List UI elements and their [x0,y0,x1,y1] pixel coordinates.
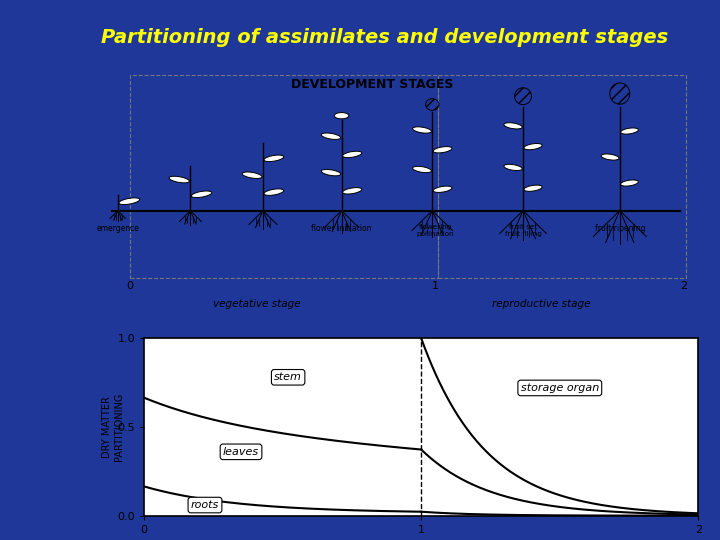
Text: storage organ: storage organ [521,383,599,393]
Ellipse shape [433,146,452,153]
Ellipse shape [343,187,362,194]
Text: DEVELOPMENT STAGES: DEVELOPMENT STAGES [291,78,453,91]
Ellipse shape [621,180,639,186]
Text: fruit set
fruit filling: fruit set fruit filling [505,224,541,237]
Text: flower initiation: flower initiation [311,224,372,233]
Ellipse shape [413,166,431,173]
Bar [438,76,686,278]
Ellipse shape [504,164,522,171]
Ellipse shape [321,170,341,176]
Ellipse shape [524,144,542,150]
Ellipse shape [264,155,284,161]
Ellipse shape [601,154,619,160]
Text: fruit ripening: fruit ripening [595,224,645,233]
Text: stem: stem [274,372,302,382]
Text: 1: 1 [432,281,438,291]
Text: emergence: emergence [96,224,139,233]
Text: flowering
pollination: flowering pollination [416,224,454,237]
Ellipse shape [524,185,542,191]
Ellipse shape [119,198,140,205]
Bar [130,76,438,278]
Text: reproductive stage: reproductive stage [492,299,590,309]
Text: vegetative stage: vegetative stage [213,299,301,309]
Y-axis label: DRY MATTER
PARTITIONING: DRY MATTER PARTITIONING [102,393,124,461]
Text: Partitioning of assimilates and development stages: Partitioning of assimilates and developm… [101,28,668,48]
Ellipse shape [192,191,212,198]
Ellipse shape [433,186,452,192]
Ellipse shape [621,128,639,134]
Ellipse shape [343,151,362,158]
Ellipse shape [413,127,431,133]
Text: 2: 2 [680,281,687,291]
Ellipse shape [242,172,262,178]
Text: leaves: leaves [223,447,259,457]
Circle shape [334,112,348,119]
Text: roots: roots [191,500,219,510]
Ellipse shape [264,189,284,195]
Ellipse shape [504,123,522,129]
Ellipse shape [321,133,341,139]
Text: 0: 0 [127,281,133,291]
Ellipse shape [169,176,189,183]
